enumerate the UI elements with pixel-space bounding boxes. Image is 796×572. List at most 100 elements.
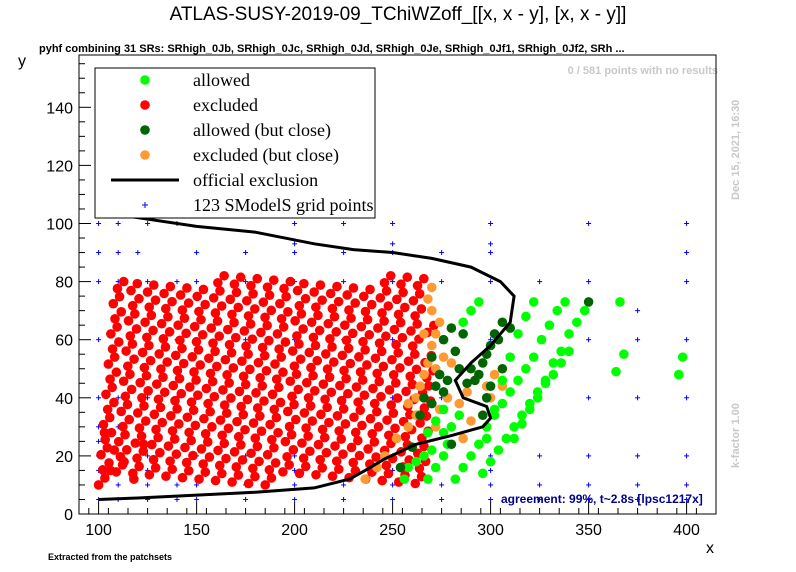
allowed-point (474, 297, 484, 307)
allowed-close-point (497, 317, 508, 328)
excluded-point (158, 334, 169, 344)
excluded-point (155, 402, 166, 413)
legend: allowed excluded allowed (but close) exclud… (94, 67, 376, 219)
grid-point (488, 496, 494, 502)
legend-marker (140, 75, 150, 85)
grid-point (684, 453, 690, 459)
excluded-point (246, 448, 256, 459)
excluded-point (274, 382, 284, 393)
excluded-point (109, 397, 119, 408)
excluded-point (296, 309, 307, 319)
excluded-point (231, 287, 242, 298)
excluded-point (222, 370, 232, 380)
allowed-close-point (446, 323, 457, 333)
allowed-point (427, 445, 437, 455)
excluded-close-point (466, 416, 476, 426)
excluded-point (269, 404, 280, 415)
excluded-point (109, 445, 120, 455)
grid-point (586, 279, 592, 285)
excluded-point (177, 472, 188, 483)
excluded-point (288, 444, 299, 455)
allowed-close-point (450, 346, 461, 357)
grid-point (684, 250, 690, 256)
excluded-point (183, 298, 194, 308)
y-tick-label: 0 (64, 507, 73, 524)
excluded-point (354, 352, 364, 362)
excluded-point (178, 358, 189, 369)
excluded-point (213, 277, 223, 288)
excluded-close-point (454, 398, 465, 409)
excluded-point (320, 394, 330, 405)
excluded-point (272, 329, 283, 339)
excluded-point (226, 347, 237, 358)
grid-point (390, 496, 396, 502)
grid-point (586, 453, 592, 459)
excluded-point (280, 436, 291, 447)
allowed-point (485, 456, 496, 467)
allowed-point (423, 427, 433, 438)
legend-label: allowed (but close) (193, 120, 331, 141)
excluded-point (325, 334, 335, 344)
grid-point (586, 482, 592, 488)
excluded-point (158, 372, 168, 382)
excluded-point (151, 424, 161, 435)
excluded-point (341, 373, 351, 384)
excluded-point (266, 305, 277, 316)
excluded-point (383, 430, 394, 441)
excluded-point (257, 381, 268, 391)
grid-point (488, 482, 494, 488)
excluded-point (107, 382, 118, 393)
excluded-point (346, 442, 357, 453)
excluded-point (164, 327, 175, 337)
excluded-point (306, 317, 317, 328)
allowed-close-point (434, 369, 445, 380)
allowed-point (673, 369, 684, 380)
excluded-point (149, 280, 159, 290)
excluded-point (114, 337, 124, 347)
excluded-point (334, 464, 344, 475)
excluded-point (360, 345, 370, 355)
excluded-point (353, 397, 363, 407)
excluded-point (353, 435, 363, 446)
grid-point (194, 496, 200, 502)
excluded-point (218, 385, 228, 395)
excluded-point (261, 365, 272, 376)
excluded-point (148, 454, 159, 465)
excluded-point (189, 321, 200, 332)
excluded-point (269, 442, 279, 453)
excluded-point (390, 378, 401, 388)
excluded-point (226, 393, 236, 403)
excluded-point (236, 440, 246, 450)
excluded-point (382, 415, 392, 425)
grid-point (292, 220, 298, 226)
excluded-point (374, 376, 385, 387)
excluded-point (294, 339, 304, 349)
excluded-point (343, 343, 354, 354)
excluded-point (127, 300, 138, 311)
excluded-point (268, 275, 279, 285)
excluded-point (395, 363, 405, 373)
allowed-point (466, 305, 476, 316)
excluded-point (395, 317, 406, 328)
y-tick-label: 60 (55, 333, 73, 350)
excluded-point (309, 287, 319, 297)
excluded-point (134, 293, 144, 304)
excluded-point (141, 370, 152, 381)
excluded-point (167, 296, 177, 307)
x-tick-label: 150 (183, 522, 210, 539)
excluded-point (424, 381, 434, 391)
excluded-point (416, 304, 427, 314)
grid-point (115, 482, 121, 488)
excluded-point (241, 341, 251, 351)
excluded-point (145, 355, 156, 366)
excluded-point (205, 406, 215, 417)
grid-point (635, 482, 641, 488)
excluded-point (300, 461, 311, 472)
excluded-point (109, 352, 120, 362)
allowed-point (493, 445, 504, 455)
excluded-point (105, 374, 115, 385)
excluded-point (228, 363, 239, 373)
excluded-point (333, 296, 344, 307)
excluded-point (300, 293, 311, 304)
excluded-point (260, 312, 270, 323)
